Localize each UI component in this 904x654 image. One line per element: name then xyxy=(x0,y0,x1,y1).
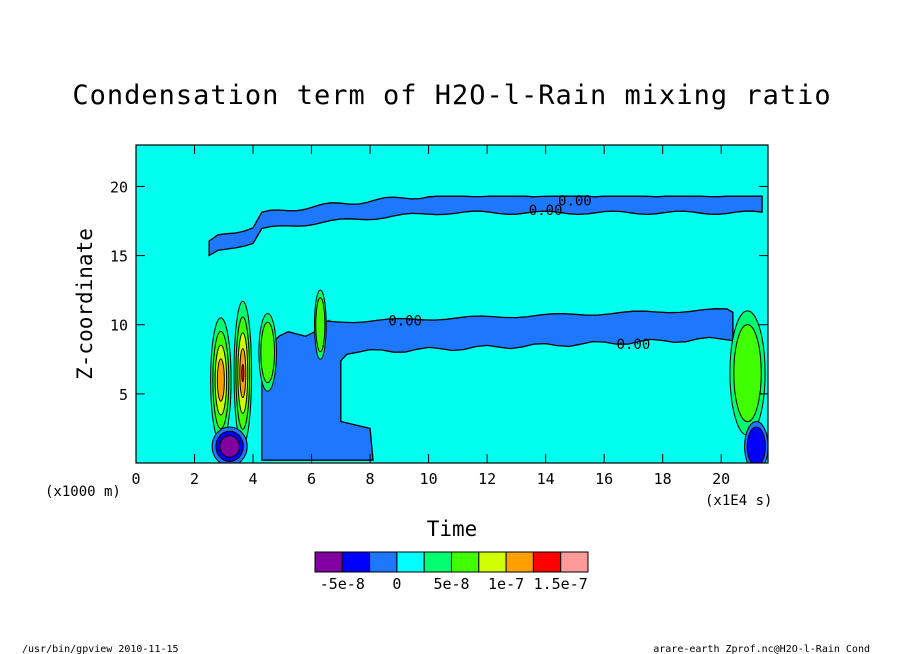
plot-frame xyxy=(135,144,769,464)
y-tick-label: 5 xyxy=(119,386,128,404)
chart-title: Condensation term of H2O-l-Rain mixing r… xyxy=(72,80,831,111)
x-tick-label: 8 xyxy=(366,470,375,488)
left-cell-neg-layer-2 xyxy=(219,435,240,458)
colorbar-labels: -5e-8 0 5e-8 1e-7 1.5e-7 xyxy=(320,575,588,593)
colorbar-swatch xyxy=(478,551,507,573)
contour-label: 0.00 xyxy=(529,203,563,219)
right-convection-cells xyxy=(729,310,768,463)
contour-label: 0.00 xyxy=(388,314,422,330)
left-cell-c-layer-1 xyxy=(260,321,276,384)
contour-label: 0.00 xyxy=(558,193,592,209)
colorbar-label: 0 xyxy=(392,575,401,593)
x-axis-ticks: 0 2 4 6 8 10 12 14 16 18 20 xyxy=(131,145,730,488)
x-axis-label: Time xyxy=(427,517,478,541)
y-scale-label: (x1000 m) xyxy=(45,484,121,500)
colorbar-swatch xyxy=(451,551,480,573)
footer-right: arare-earth_Zprof.nc@H2O-l-Rain_Cond xyxy=(653,644,870,654)
plot-background xyxy=(136,145,768,463)
left-cell-d-layer-1 xyxy=(315,297,326,353)
x-tick-label: 10 xyxy=(420,470,438,488)
x-tick-label: 12 xyxy=(478,470,496,488)
x-tick-label: 14 xyxy=(537,470,555,488)
x-tick-label: 20 xyxy=(712,470,730,488)
middle-negative-band xyxy=(261,308,734,461)
contour-label: 0.00 xyxy=(617,337,651,353)
y-tick-label: 15 xyxy=(110,248,128,266)
x-tick-label: 4 xyxy=(249,470,258,488)
x-tick-label: 6 xyxy=(307,470,316,488)
left-cell-a-layer-3 xyxy=(216,358,225,402)
right-cell-neg-layer-1 xyxy=(746,426,766,463)
x-scale-label: (x1E4 s) xyxy=(705,493,772,509)
right-cell-a-layer-1 xyxy=(733,324,762,423)
footer-left: /usr/bin/gpview 2010-11-15 xyxy=(22,644,179,654)
colorbar-swatch xyxy=(369,551,398,573)
y-axis-ticks: 5 10 15 20 xyxy=(110,178,768,404)
colorbar-label: 1.5e-7 xyxy=(534,575,588,593)
colorbar xyxy=(314,551,589,573)
colorbar-swatch xyxy=(423,551,453,573)
colorbar-swatch xyxy=(396,551,425,573)
colorbar-swatch xyxy=(505,551,534,573)
contour-labels: 0.000.000.000.00 xyxy=(388,193,650,353)
x-tick-label: 18 xyxy=(654,470,672,488)
plot-area xyxy=(136,145,768,463)
x-tick-label: 2 xyxy=(190,470,199,488)
left-convection-cells xyxy=(210,289,327,463)
colorbar-label: -5e-8 xyxy=(320,575,365,593)
y-axis-label: Z-coordinate xyxy=(73,228,97,380)
colorbar-label: 5e-8 xyxy=(433,575,469,593)
colorbar-swatch xyxy=(532,551,562,573)
y-tick-label: 20 xyxy=(110,178,128,196)
colorbar-swatch xyxy=(341,551,371,573)
x-tick-label: 16 xyxy=(595,470,613,488)
left-cell-b-layer-4 xyxy=(241,364,245,383)
upper-negative-band xyxy=(208,195,763,257)
colorbar-label: 1e-7 xyxy=(488,575,524,593)
x-tick-label: 0 xyxy=(131,470,140,488)
colorbar-swatch xyxy=(560,551,589,573)
colorbar-swatch xyxy=(314,551,343,573)
y-tick-label: 10 xyxy=(110,317,128,335)
